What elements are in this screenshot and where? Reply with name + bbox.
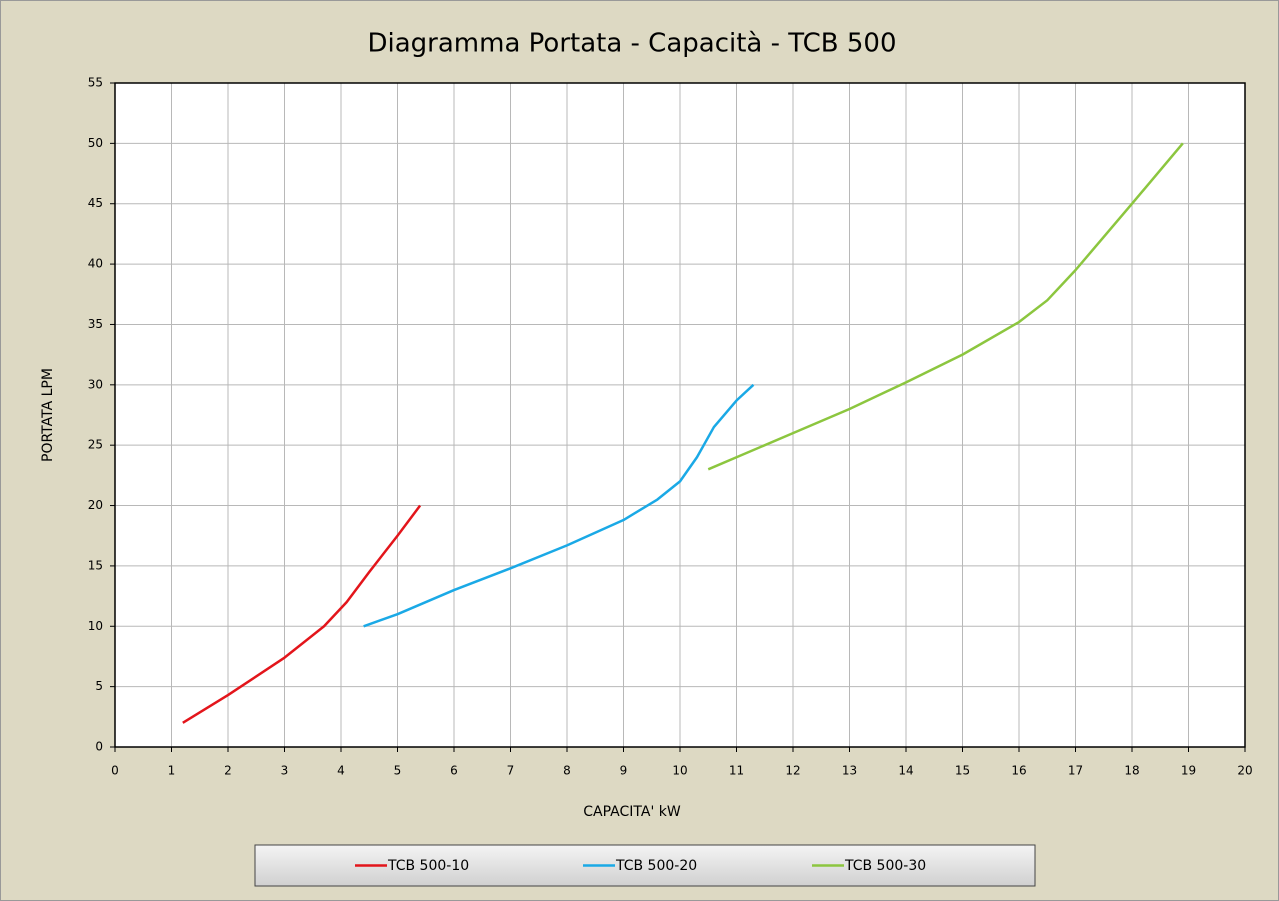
x-tick-label: 3 [281,764,289,778]
x-tick-label: 12 [785,764,800,778]
x-tick-label: 8 [563,764,571,778]
y-tick-label: 35 [88,317,103,331]
y-tick-label: 45 [88,196,103,210]
y-tick-label: 15 [88,558,103,572]
chart-title: Diagramma Portata - Capacità - TCB 500 [368,29,897,59]
x-tick-label: 20 [1237,764,1252,778]
y-tick-label: 0 [95,740,103,754]
x-tick-label: 4 [337,764,345,778]
legend-label: TCB 500-20 [615,858,697,874]
x-tick-label: 19 [1181,764,1196,778]
x-tick-label: 13 [842,764,857,778]
series-line [363,383,755,628]
x-tick-label: 5 [394,764,402,778]
y-tick-label: 5 [95,679,103,693]
y-tick-label: 25 [88,438,103,452]
y-tick-label: 30 [88,377,103,391]
x-tick-label: 6 [450,764,458,778]
series-line [707,142,1184,471]
series-line [182,504,422,724]
x-tick-label: 15 [955,764,970,778]
plot-border [114,82,1246,748]
x-tick-label: 18 [1124,764,1139,778]
y-tick-label: 50 [88,136,103,150]
x-axis-label: CAPACITA' kW [583,804,681,820]
legend-label: TCB 500-10 [387,858,469,874]
legend-label: TCB 500-30 [844,858,926,874]
x-tick-label: 2 [224,764,232,778]
x-tick-label: 16 [1011,764,1026,778]
x-tick-label: 11 [729,764,744,778]
y-tick-label: 40 [88,257,103,271]
y-axis-label: PORTATA LPM [40,368,56,462]
x-tick-label: 17 [1068,764,1083,778]
x-tick-label: 7 [507,764,515,778]
x-tick-label: 14 [898,764,913,778]
y-tick-label: 55 [88,76,103,90]
y-tick-label: 20 [88,498,103,512]
x-tick-label: 10 [672,764,687,778]
y-tick-label: 10 [88,619,103,633]
x-tick-label: 1 [168,764,176,778]
x-tick-label: 9 [620,764,628,778]
x-tick-label: 0 [111,764,119,778]
